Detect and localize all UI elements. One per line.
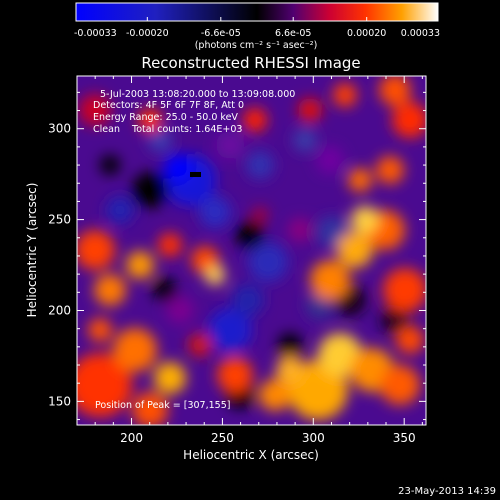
x-tick-label: 250 (211, 431, 234, 445)
heatmap-blob (158, 233, 182, 257)
x-axis-ticks: 200 250 300 350 (94, 76, 423, 445)
y-tick-label: 200 (48, 303, 71, 317)
heatmap-blob (100, 155, 120, 175)
x-tick-label: 350 (393, 431, 416, 445)
plot-frame (76, 75, 427, 426)
heatmap-blob (217, 357, 253, 393)
y-axis-ticks: 150 200 250 300 (48, 91, 426, 421)
heatmap-blob (298, 98, 322, 122)
colorbar-tick-label: -0.00020 (126, 28, 169, 39)
heatmap-blob (216, 131, 244, 159)
heatmap-blob (293, 128, 317, 152)
heatmap-blob (392, 102, 426, 138)
heatmap-image (77, 76, 426, 425)
heatmap-blob (337, 232, 373, 268)
heatmap-blob (106, 196, 134, 224)
colorbar-unit: (photons cm⁻² s⁻¹ asec⁻²) (195, 40, 318, 51)
heatmap-blob (79, 94, 111, 126)
image-marker (190, 172, 201, 177)
chart-title: Reconstructed RHESSI Image (141, 54, 360, 72)
y-tick-label: 300 (48, 122, 71, 136)
x-tick-label: 200 (120, 431, 143, 445)
y-tick-label: 150 (48, 394, 71, 408)
heatmap-blob (77, 230, 115, 270)
heatmap-blob (164, 154, 192, 182)
heatmap-blob (126, 251, 154, 279)
heatmap-blob (148, 128, 172, 152)
heatmap-blob (243, 108, 267, 132)
annotation-energy: Energy Range: 25.0 - 50.0 keV (93, 112, 238, 123)
colorbar-tick-label: -6.6e-05 (201, 28, 241, 39)
colorbar-tick-label: -0.00033 (74, 28, 117, 39)
annotation-detectors: Detectors: 4F 5F 6F 7F 8F, Att 0 (93, 100, 244, 111)
heatmap-blob (288, 218, 312, 242)
heatmap-blob (153, 278, 177, 302)
peak-position-label: Position of Peak = [307,155] (95, 400, 230, 411)
heatmap-blob (113, 328, 157, 372)
heatmap-blob (259, 379, 291, 411)
heatmap-blob (188, 333, 212, 357)
heatmap-blob (205, 265, 225, 285)
heatmap-blob (396, 326, 424, 354)
heatmap-blob (199, 196, 231, 228)
heatmap-blob (333, 83, 357, 107)
colorbar (75, 2, 439, 22)
footer-date: 23-May-2013 14:39 (398, 486, 496, 497)
heatmap-blob (248, 242, 288, 282)
x-axis-label: Heliocentric X (arcsec) (183, 448, 319, 462)
heatmap-blob (88, 318, 112, 342)
x-tick-label: 300 (302, 431, 325, 445)
heatmap-blob (351, 206, 379, 234)
heatmap-blob (246, 151, 274, 179)
heatmap-blob (154, 362, 186, 394)
heatmap-blob (232, 284, 264, 316)
colorbar-tick-label: 0.00020 (347, 28, 386, 39)
y-axis-label: Heliocentric Y (arcsec) (25, 183, 39, 318)
heatmap-blob (276, 356, 304, 384)
heatmap-blob (278, 333, 302, 357)
colorbar-tick-label: 6.6e-05 (275, 28, 311, 39)
heatmap-blob (252, 207, 268, 223)
heatmap-blob (348, 168, 372, 192)
y-tick-label: 250 (48, 213, 71, 227)
annotation-time-range: 5-Jul-2003 13:08:20.000 to 13:09:08.000 (100, 89, 295, 100)
colorbar-tick-labels: -0.00033 -0.00020 -6.6e-05 6.6e-05 0.00020 0.… (74, 28, 440, 39)
heatmap-blob (132, 392, 168, 425)
colorbar-tick-label: 0.00033 (401, 28, 440, 39)
heatmap-blob (316, 146, 344, 174)
heatmap-blob (208, 308, 252, 352)
heatmap-blob (376, 156, 404, 184)
heatmap-blob (77, 353, 132, 417)
heatmap-blob (310, 260, 350, 300)
heatmap-blob (380, 365, 420, 405)
heatmap-blob (316, 216, 348, 248)
heatmap-blob (379, 76, 411, 106)
heatmap-blob (383, 268, 426, 312)
heatmap-blob (381, 306, 409, 334)
annotation-clean: Clean Total counts: 1.64E+03 (93, 124, 242, 135)
colorbar-ticks (75, 17, 439, 21)
heatmap-blob (138, 108, 162, 132)
heatmap-blob (132, 172, 168, 208)
heatmap-blob (236, 221, 264, 249)
heatmap-blob (166, 296, 194, 324)
heatmap-blob (94, 274, 126, 306)
